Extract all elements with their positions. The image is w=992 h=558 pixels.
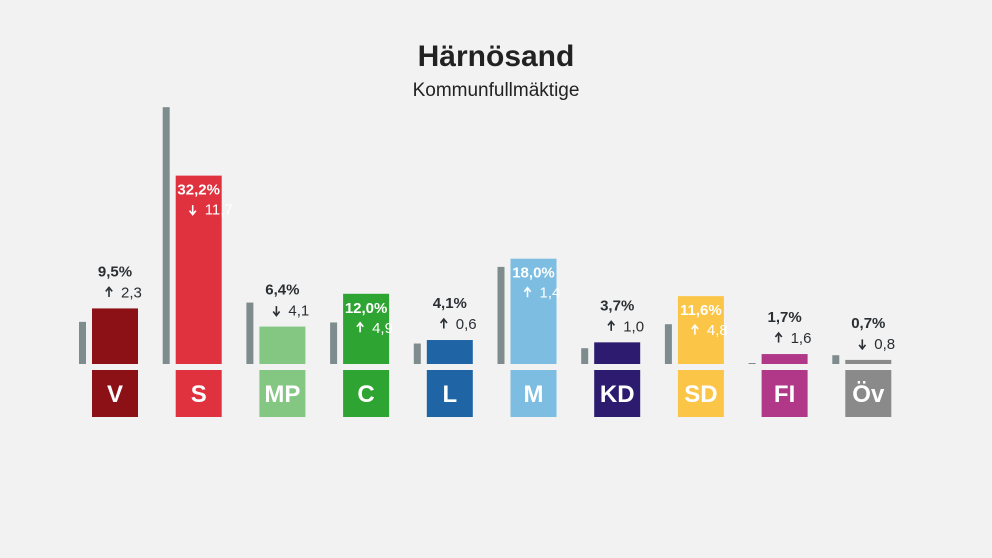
change-arrow-s <box>188 205 197 216</box>
change-label-v: 2,3 <box>121 284 142 301</box>
bar-m <box>510 258 557 364</box>
previous-bar-l <box>413 343 421 364</box>
change-arrow-sd <box>691 323 699 335</box>
party-label-fi: FI <box>774 381 795 408</box>
bar-mp <box>259 326 306 364</box>
bar-sd <box>677 296 724 364</box>
previous-bar-s <box>162 107 170 364</box>
change-arrow-m-head <box>523 286 532 293</box>
change-arrow-s-head <box>188 210 197 216</box>
change-arrow-mp-head <box>272 311 281 317</box>
change-arrow-kd <box>607 320 616 331</box>
party-box-sd <box>677 370 724 417</box>
value-label-m: 18,0% <box>512 265 555 282</box>
change-arrow-öv <box>858 339 867 351</box>
value-label-v: 9,5% <box>98 263 132 280</box>
party-box-m <box>510 370 557 417</box>
change-arrow-kd-head <box>607 320 616 326</box>
change-arrow-fi-head <box>774 331 783 338</box>
party-label-l: L <box>442 381 457 408</box>
party-label-s: S <box>191 381 207 408</box>
change-label-kd: 1,0 <box>623 318 644 335</box>
change-label-m: 1,4 <box>540 285 561 302</box>
change-arrow-mp <box>272 306 281 317</box>
change-arrow-öv-head <box>858 344 867 351</box>
previous-bar-fi <box>748 363 756 364</box>
value-label-kd: 3,7% <box>600 297 634 314</box>
bar-fi <box>761 354 808 364</box>
change-label-s: 11,7 <box>205 202 233 219</box>
chart-subtitle: Kommunfullmäktige <box>412 80 580 101</box>
party-box-öv <box>845 370 892 417</box>
value-label-l: 4,1% <box>433 295 467 312</box>
bar-l <box>426 340 473 364</box>
value-label-fi: 1,7% <box>767 309 801 326</box>
change-label-c: 4,9 <box>372 320 393 337</box>
party-box-fi <box>761 370 808 417</box>
change-arrow-c-head <box>356 321 364 328</box>
party-box-kd <box>594 370 641 417</box>
bar-kd <box>594 342 641 364</box>
change-arrow-v-head <box>105 286 113 292</box>
party-box-v <box>92 370 138 417</box>
value-label-sd: 11,6% <box>680 302 722 319</box>
change-label-l: 0,6 <box>456 316 477 333</box>
bar-v <box>92 308 138 364</box>
change-arrow-l <box>439 317 448 329</box>
bar-c <box>343 293 390 364</box>
previous-bar-sd <box>664 324 672 364</box>
party-box-mp <box>259 370 306 417</box>
previous-bar-öv <box>832 355 840 364</box>
change-arrow-fi <box>774 331 783 343</box>
change-label-sd: 4,8 <box>707 322 728 339</box>
party-label-m: M <box>524 381 544 408</box>
change-arrow-m <box>523 286 532 298</box>
change-label-öv: 0,8 <box>874 336 895 353</box>
value-label-c: 12,0% <box>345 300 388 317</box>
previous-bar-v <box>79 321 86 364</box>
change-arrow-v <box>105 286 113 297</box>
change-label-mp: 4,1 <box>288 303 309 320</box>
previous-bar-mp <box>246 302 254 364</box>
party-label-sd: SD <box>684 381 717 408</box>
change-arrow-sd-head <box>691 323 699 330</box>
bar-öv <box>845 359 892 364</box>
change-arrow-l-head <box>439 317 448 324</box>
value-label-öv: 0,7% <box>851 315 885 332</box>
previous-bar-kd <box>581 348 589 364</box>
change-arrow-c <box>356 321 364 333</box>
bar-s <box>175 175 222 364</box>
party-box-c <box>343 370 390 417</box>
party-label-c: C <box>357 381 374 408</box>
previous-bar-m <box>497 266 505 364</box>
party-label-mp: MP <box>264 381 300 408</box>
value-label-mp: 6,4% <box>265 282 299 299</box>
party-label-kd: KD <box>600 381 635 408</box>
change-label-fi: 1,6 <box>791 330 812 347</box>
chart-title: Härnösand <box>417 40 575 73</box>
previous-bar-c <box>330 322 338 364</box>
party-box-s <box>175 370 222 417</box>
value-label-s: 32,2% <box>177 182 220 199</box>
party-label-öv: Öv <box>852 381 885 408</box>
party-box-l <box>426 370 473 417</box>
party-label-v: V <box>107 381 123 408</box>
